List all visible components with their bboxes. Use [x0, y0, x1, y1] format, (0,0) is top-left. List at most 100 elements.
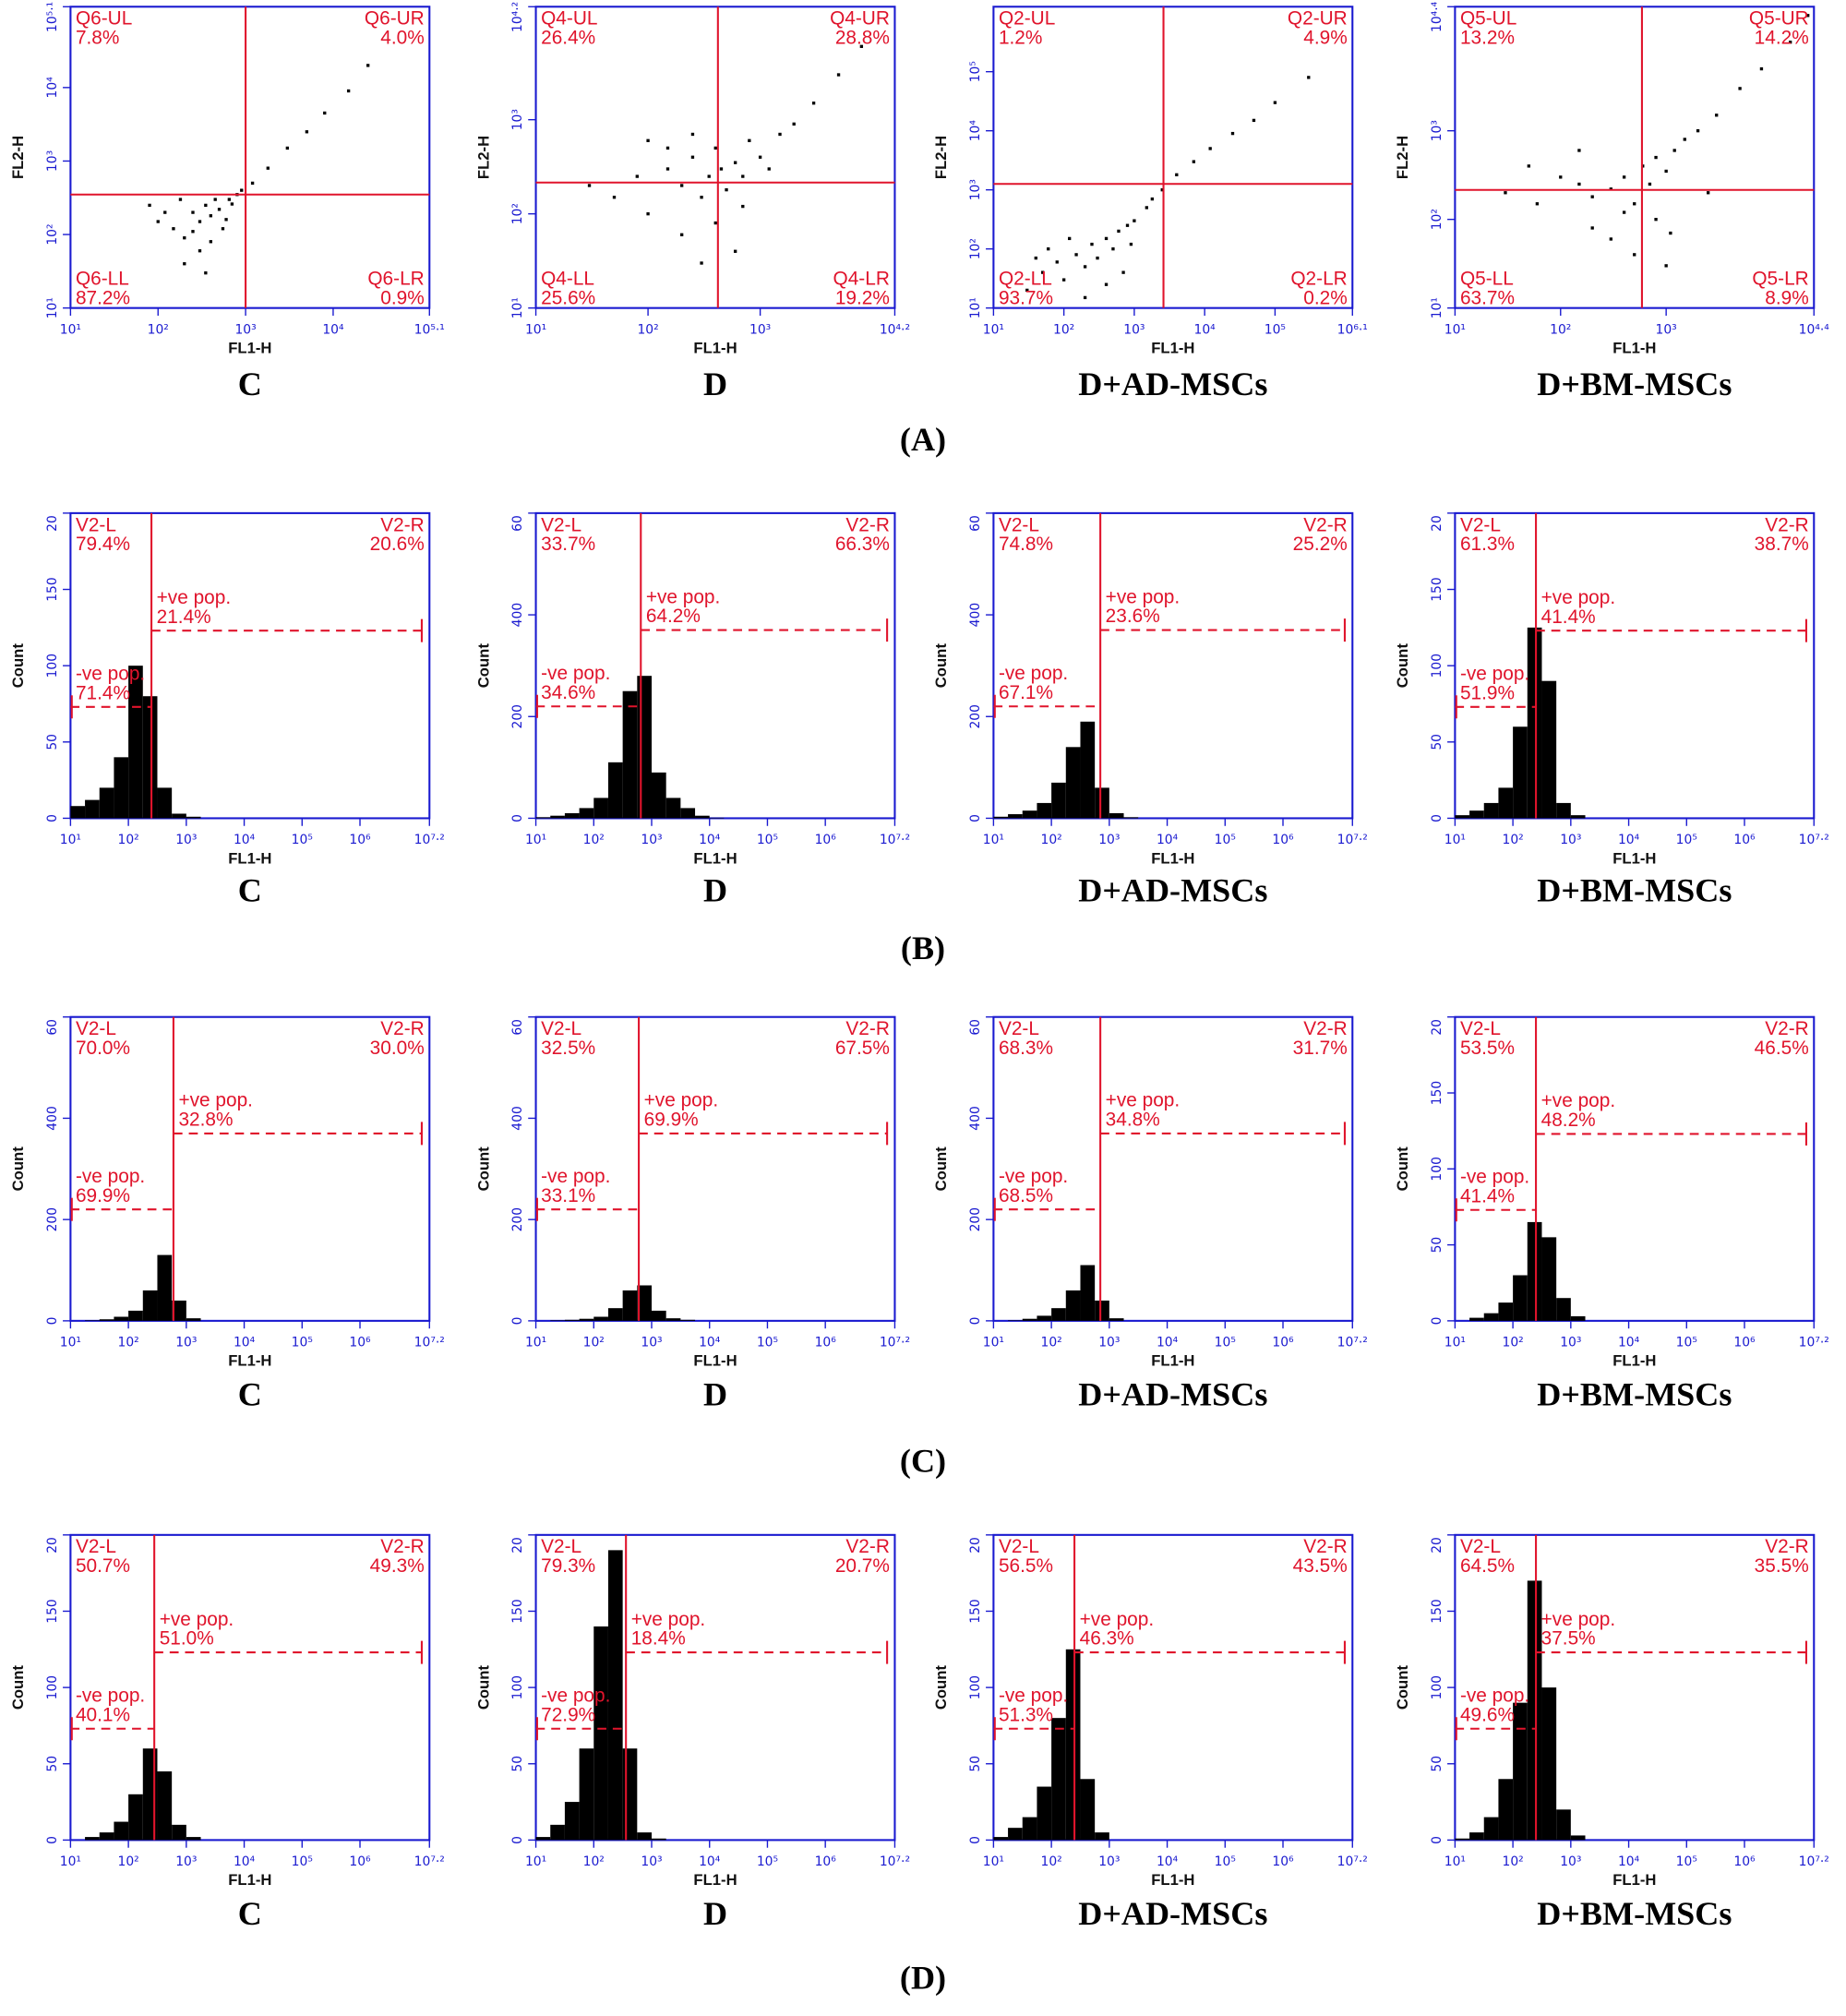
y-tick-label: 10⁵ — [968, 61, 983, 82]
region-percent: 46.5% — [1755, 1038, 1809, 1059]
y-axis-label: Count — [932, 1665, 950, 1710]
event-dot — [1047, 247, 1050, 251]
region-percent: 20.7% — [835, 1555, 890, 1577]
y-tick-label: 150 — [1430, 1081, 1444, 1105]
histogram-bar — [1095, 1300, 1109, 1321]
y-axis-label: Count — [9, 1146, 27, 1192]
histogram-bar — [1051, 1308, 1066, 1321]
histogram-bar — [607, 762, 623, 819]
event-dot — [741, 174, 745, 178]
positive-name: +ve pop. — [178, 1090, 253, 1111]
histogram-bar — [579, 1318, 594, 1321]
x-tick-label: 10⁷·² — [880, 833, 910, 847]
histogram-bar — [1469, 1317, 1484, 1321]
region-name: V2-L — [999, 1536, 1039, 1557]
y-tick-label: 100 — [968, 1675, 983, 1699]
event-dot — [1577, 182, 1581, 186]
quadrant-name: Q6-LL — [76, 269, 129, 290]
event-dot — [811, 102, 816, 105]
histogram-bar — [128, 666, 143, 819]
y-axis-label: Count — [932, 643, 950, 689]
x-tick-label: 10³ — [641, 833, 662, 847]
region-name: V2-R — [845, 1536, 889, 1557]
region-percent: 30.0% — [370, 1038, 425, 1059]
y-tick-label: 0 — [968, 1316, 983, 1325]
event-dot — [172, 227, 175, 231]
histogram-bar — [85, 799, 100, 819]
positive-name: +ve pop. — [157, 587, 231, 608]
x-tick-label: 10⁵ — [292, 1336, 313, 1350]
group-label: C — [238, 366, 262, 402]
event-dot — [700, 261, 703, 265]
x-tick-label: 10³ — [1560, 1854, 1581, 1869]
histogram-bar — [579, 1748, 594, 1841]
histogram-bar — [1123, 817, 1139, 819]
positive-percent: 23.6% — [1106, 606, 1160, 627]
x-tick-label: 10² — [1041, 1854, 1062, 1869]
event-dot — [1648, 182, 1652, 186]
event-dot — [250, 181, 255, 186]
positive-percent: 69.9% — [644, 1110, 699, 1131]
histogram-bar — [709, 817, 725, 819]
region-name: V2-L — [999, 514, 1039, 535]
region-name: V2-L — [1460, 1536, 1501, 1557]
event-dot — [700, 196, 703, 199]
negative-name: -ve pop. — [1460, 664, 1529, 685]
event-dot — [240, 188, 244, 192]
histogram-bar — [1498, 1779, 1514, 1841]
region-percent: 35.5% — [1755, 1555, 1809, 1577]
negative-percent: 72.9% — [541, 1704, 595, 1725]
event-dot — [1133, 219, 1136, 222]
histogram-bar — [1065, 1290, 1081, 1321]
x-tick-label: 10² — [583, 833, 605, 847]
positive-percent: 64.2% — [646, 606, 701, 627]
histogram-bar — [652, 1310, 666, 1321]
y-axis-label: Count — [1394, 1665, 1411, 1710]
panel-label: (A) — [900, 421, 946, 458]
x-tick-label: 10⁴ — [1618, 1854, 1640, 1869]
x-tick-label: 10⁷·² — [414, 833, 445, 847]
x-tick-label: 10⁴ — [234, 1336, 256, 1350]
y-tick-label: 200 — [510, 1207, 525, 1231]
group-label: D+AD-MSCs — [1078, 872, 1267, 909]
x-tick-label: 10² — [583, 1336, 605, 1350]
histogram-bar — [1556, 802, 1571, 819]
x-tick-label: 10² — [118, 833, 139, 847]
negative-percent: 71.4% — [76, 682, 130, 703]
event-dot — [758, 155, 762, 159]
y-tick-label: 20 — [510, 1537, 525, 1554]
group-label: D+BM-MSCs — [1537, 1376, 1732, 1413]
histogram-bar — [1109, 1318, 1124, 1321]
event-dot — [1577, 149, 1581, 152]
x-tick-label: 10⁷·² — [880, 1854, 910, 1869]
histogram-bar — [1051, 782, 1066, 819]
y-tick-label: 150 — [45, 1599, 60, 1623]
histogram-bar — [1556, 1809, 1571, 1841]
x-axis-label: FL1-H — [693, 1871, 737, 1889]
region-name: V2-R — [1303, 1018, 1347, 1039]
x-tick-label: 10² — [1041, 833, 1062, 847]
event-dot — [767, 167, 771, 171]
histogram-bar — [593, 1316, 608, 1321]
x-tick-label: 10² — [1550, 322, 1571, 337]
event-dot — [323, 111, 327, 115]
x-tick-label: 10⁶ — [349, 1336, 371, 1350]
y-tick-label: 50 — [45, 1756, 60, 1772]
region-name: V2-R — [845, 514, 889, 535]
histogram-bar — [1008, 1320, 1023, 1321]
y-tick-label: 50 — [510, 1756, 525, 1772]
histogram-bar — [1095, 787, 1109, 819]
region-percent: 43.5% — [1293, 1555, 1348, 1577]
histogram-bar — [172, 1300, 186, 1321]
event-dot — [741, 204, 745, 209]
x-tick-label: 10⁵ — [1676, 833, 1697, 847]
y-tick-label: 0 — [1430, 1836, 1444, 1844]
histogram-bar — [157, 1771, 173, 1841]
histogram-bar — [607, 1308, 623, 1321]
histogram-bar — [550, 1320, 565, 1321]
x-tick-label: 10³ — [1098, 1336, 1120, 1350]
histogram-bar — [1483, 802, 1499, 819]
region-percent: 25.2% — [1293, 534, 1348, 555]
y-tick-label: 10⁴ — [968, 120, 983, 142]
x-axis-label: FL1-H — [1612, 1352, 1656, 1370]
